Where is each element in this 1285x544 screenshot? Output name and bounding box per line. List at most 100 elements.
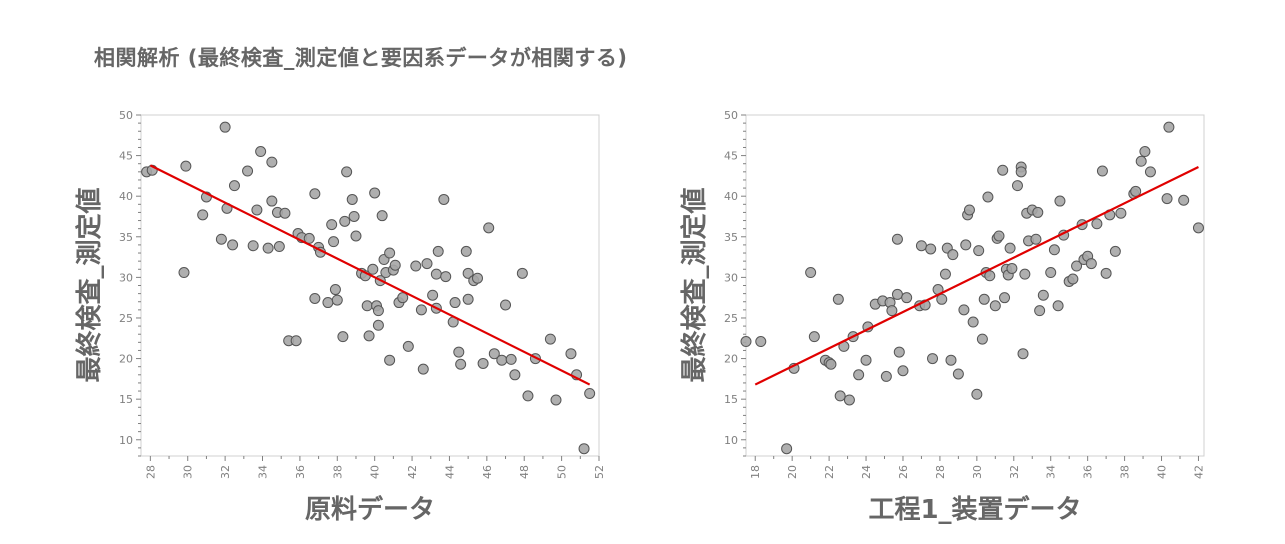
data-point [925, 243, 937, 255]
data-point [897, 365, 909, 377]
data-point [432, 245, 444, 257]
data-point [989, 300, 1001, 312]
data-point [339, 215, 351, 227]
x-tick-label: 32 [1008, 465, 1021, 479]
fit-line-group [149, 164, 591, 386]
x-tick-label: 36 [294, 465, 307, 479]
data-point [927, 353, 939, 365]
data-point [886, 305, 898, 317]
data-point [1071, 260, 1083, 272]
data-point [417, 363, 429, 375]
data-point [952, 368, 964, 380]
data-point [1161, 193, 1173, 205]
data-point [982, 191, 994, 203]
data-point [509, 369, 521, 381]
page-title: 相関解析 (最終検査_測定値と要因系データが相関する) [94, 46, 628, 70]
x-tick-label: 28 [144, 465, 157, 479]
data-point [372, 319, 384, 331]
data-point [1109, 245, 1121, 257]
x-tick-label: 22 [823, 465, 836, 479]
data-point [915, 240, 927, 252]
x-tick-label: 20 [786, 465, 799, 479]
data-point [227, 239, 239, 251]
y-axis-title: 最終検査_測定値 [74, 187, 105, 382]
data-point [901, 292, 913, 304]
data-point [781, 443, 793, 455]
x-tick-label: 38 [331, 465, 344, 479]
data-point [273, 241, 285, 253]
x-tick-label: 44 [443, 465, 456, 479]
data-point [939, 268, 951, 280]
x-tick-label: 24 [860, 465, 873, 479]
data-point [997, 164, 1009, 176]
data-point [1192, 222, 1204, 234]
data-point [584, 387, 596, 399]
y-tick-label: 40 [724, 190, 738, 203]
data-point [1048, 244, 1060, 256]
data-point [550, 394, 562, 406]
data-point [430, 268, 442, 280]
data-point [242, 165, 254, 177]
data-point [832, 293, 844, 305]
data-point [328, 236, 340, 248]
data-point [1115, 207, 1127, 219]
data-point [993, 230, 1005, 242]
data-point [834, 390, 846, 402]
data-point [376, 210, 388, 222]
data-point [825, 358, 837, 370]
y-tick-label: 30 [119, 271, 133, 284]
data-point [999, 292, 1011, 304]
plot-frame [745, 114, 1205, 457]
data-point [947, 249, 959, 261]
x-tick-label: 40 [1156, 465, 1169, 479]
data-point [958, 304, 970, 316]
data-point [1096, 165, 1108, 177]
y-tick-label: 15 [724, 393, 738, 406]
x-tick-label: 28 [934, 465, 947, 479]
data-point [348, 210, 360, 222]
data-point [415, 304, 427, 316]
x-axis-ticks: 28 30 32 34 36 38 40 42 44 46 48 50 52 [144, 456, 606, 479]
y-tick-label: 25 [119, 312, 133, 325]
data-point [1091, 218, 1103, 230]
x-axis-title: 原料データ [305, 494, 435, 525]
x-axis-ticks: 18 20 22 24 26 28 30 32 34 36 38 40 42 [749, 456, 1205, 479]
data-point [880, 370, 892, 382]
data-point [1052, 300, 1064, 312]
data-point [1004, 242, 1016, 254]
x-tick-label: 30 [971, 465, 984, 479]
regression-line [754, 165, 1199, 386]
data-point [346, 193, 358, 205]
data-point [326, 219, 338, 231]
data-point [367, 263, 379, 275]
y-axis-title: 最終検査_測定値 [679, 187, 710, 382]
x-tick-label: 38 [1119, 465, 1132, 479]
data-point [1054, 195, 1066, 207]
data-point [455, 358, 467, 370]
data-point [266, 156, 278, 168]
x-tick-label: 46 [481, 465, 494, 479]
data-point [350, 230, 362, 242]
data-point [1006, 262, 1018, 274]
data-point [496, 354, 508, 366]
data-point [1030, 233, 1042, 245]
data-point [516, 267, 528, 279]
data-point [471, 272, 483, 284]
data-point [1139, 146, 1151, 158]
regression-line [149, 164, 591, 386]
data-point [973, 245, 985, 257]
data-point [384, 247, 396, 259]
data-point [341, 166, 353, 178]
x-tick-label: 18 [749, 465, 762, 479]
data-point [251, 204, 263, 216]
data-point [565, 348, 577, 360]
data-point [1163, 121, 1175, 133]
x-tick-label: 50 [556, 465, 569, 479]
data-point [363, 330, 375, 342]
data-point [1067, 273, 1079, 285]
data-point [805, 267, 817, 279]
data-point [255, 146, 267, 158]
data-point [483, 222, 495, 234]
data-point [1017, 348, 1029, 360]
data-point [290, 335, 302, 347]
